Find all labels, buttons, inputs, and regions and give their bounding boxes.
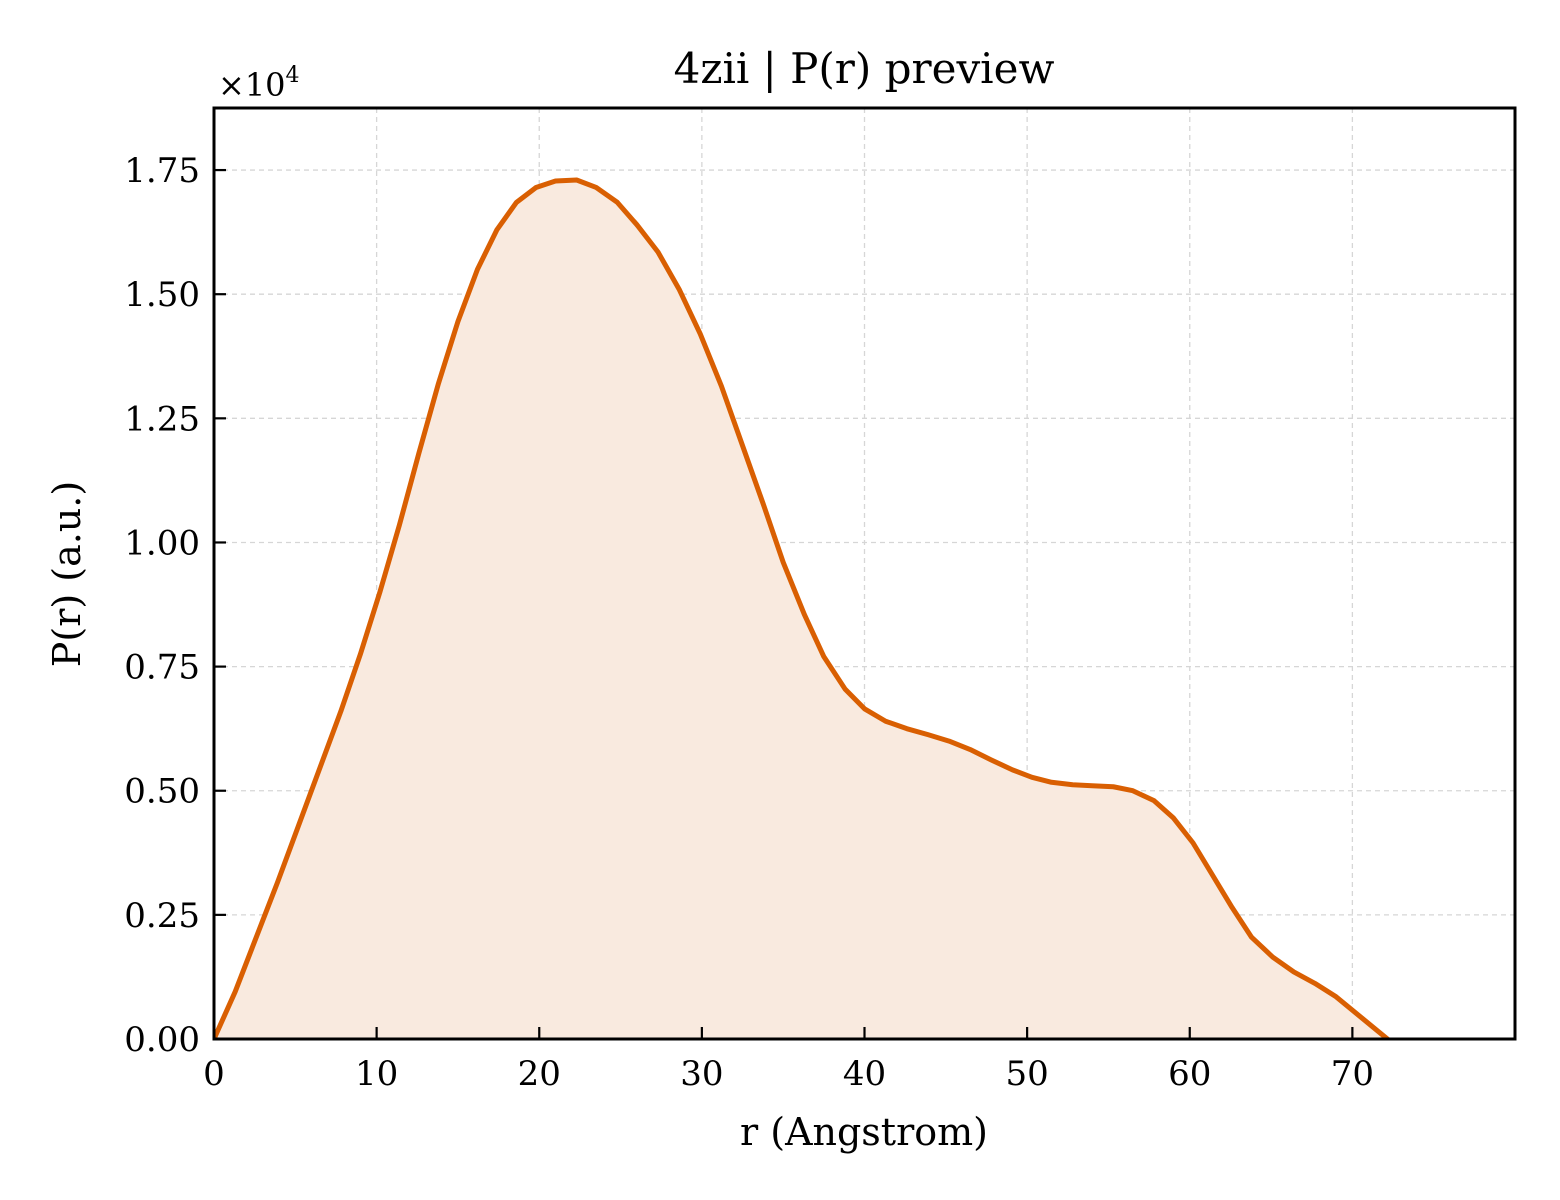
y-axis-label: P(r) (a.u.)	[45, 481, 89, 667]
y-tick-label: 1.25	[124, 399, 200, 439]
y-tick-label: 1.75	[124, 151, 200, 191]
y-multiplier-label: ×104	[218, 63, 300, 104]
y-tick-label: 1.50	[124, 275, 200, 315]
y-tick-label: 0.25	[124, 896, 200, 936]
x-tick-label: 20	[518, 1054, 561, 1094]
pr-area-fill	[214, 180, 1515, 1039]
x-axis-label: r (Angstrom)	[740, 1110, 988, 1154]
pr-series-line	[214, 177, 1392, 1039]
x-tick-label: 40	[843, 1054, 886, 1094]
plot-frame	[212, 106, 1517, 1041]
chart-title: 4zii | P(r) preview	[674, 44, 1055, 93]
x-tick-label: 10	[355, 1054, 398, 1094]
x-tick-label: 50	[1005, 1054, 1048, 1094]
x-tick-label: 30	[680, 1054, 723, 1094]
y-multiplier-base: ×10	[218, 66, 286, 104]
y-multiplier-exponent: 4	[286, 63, 300, 88]
x-tick-label: 60	[1168, 1054, 1211, 1094]
y-tick-label: 0.75	[124, 648, 200, 688]
axis-ticks: 0 10 20 30 40 50 60 70 0.00 0.25 0.50 0.75 1.00 1.25 1…	[124, 151, 1374, 1094]
y-tick-label: 0.00	[124, 1020, 200, 1060]
y-tick-label: 0.50	[124, 772, 200, 812]
x-tick-label: 0	[203, 1054, 225, 1094]
y-tick-label: 1.00	[124, 523, 200, 563]
x-tick-label: 70	[1331, 1054, 1374, 1094]
